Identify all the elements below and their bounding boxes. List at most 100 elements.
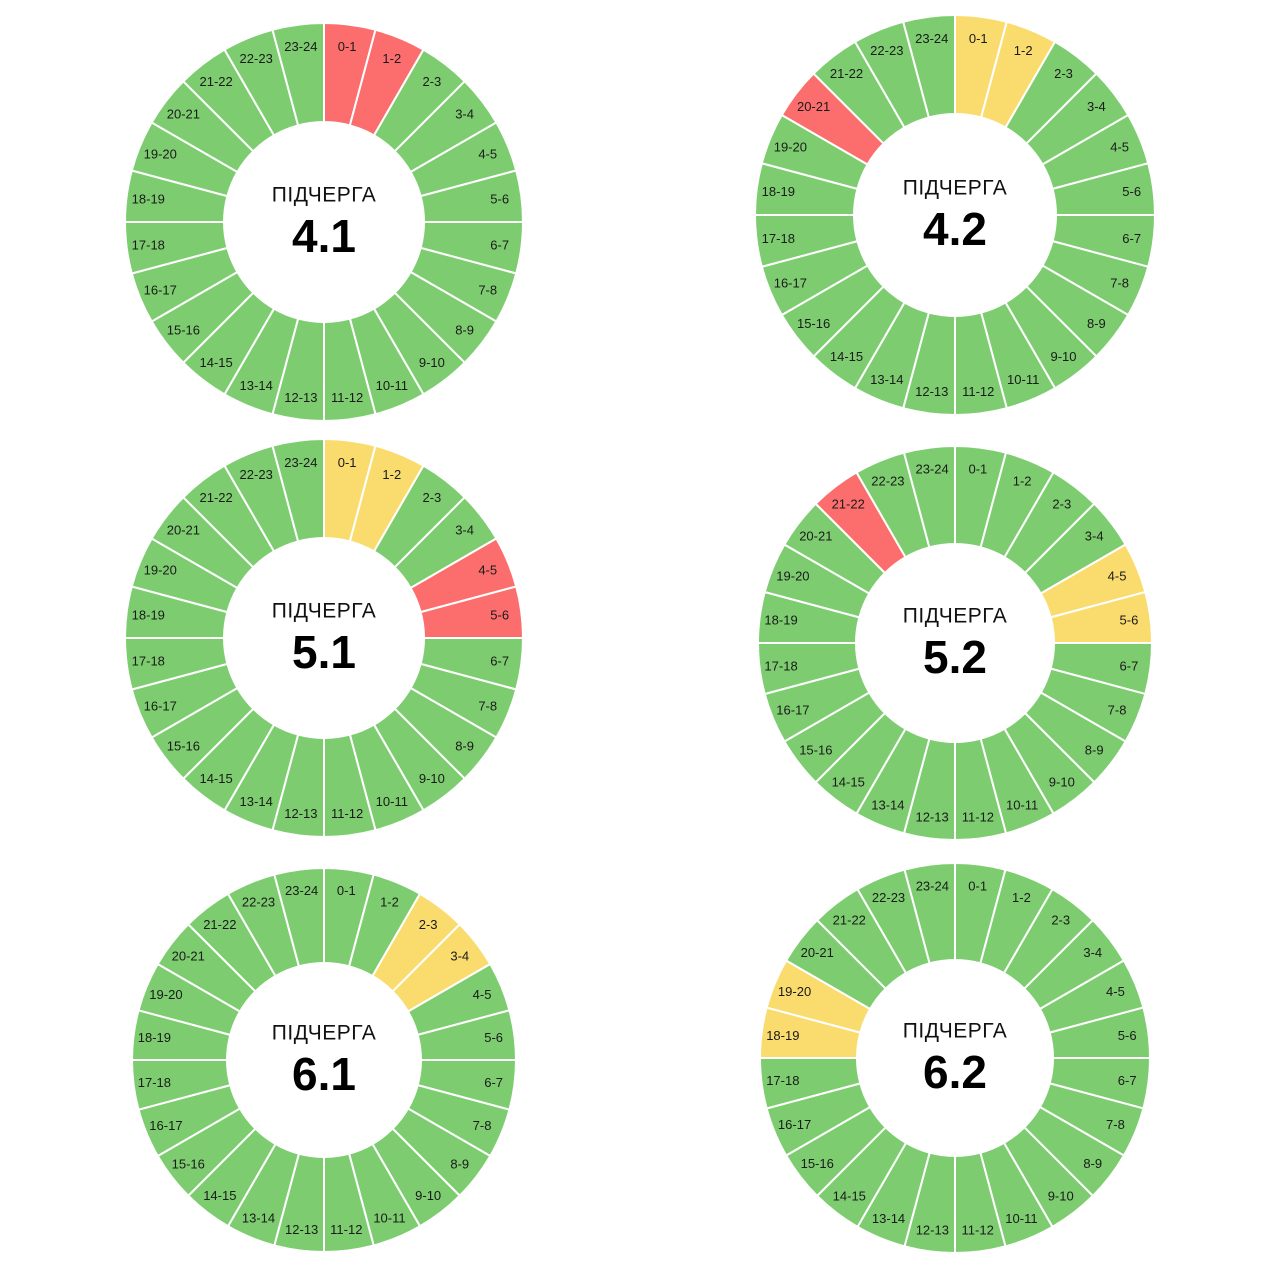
hour-label: 17-18 (132, 238, 165, 253)
hour-label: 6-7 (1118, 1073, 1137, 1088)
hour-label: 21-22 (830, 66, 863, 81)
hour-label: 0-1 (968, 878, 987, 893)
hour-label: 15-16 (797, 316, 830, 331)
center-caption: ПІДЧЕРГА (272, 1022, 376, 1045)
hour-label: 17-18 (762, 231, 795, 246)
hour-label: 9-10 (419, 355, 445, 370)
hour-label: 15-16 (172, 1157, 205, 1172)
hour-label: 4-5 (473, 987, 492, 1002)
hour-label: 10-11 (1007, 372, 1039, 387)
hour-label: 10-11 (1006, 798, 1038, 813)
hour-label: 18-19 (132, 191, 165, 206)
hour-label: 6-7 (490, 238, 509, 253)
hour-label: 19-20 (778, 984, 811, 999)
hour-label: 17-18 (138, 1075, 171, 1090)
hour-label: 7-8 (1110, 276, 1129, 291)
center-number: 6.1 (292, 1048, 356, 1100)
hour-label: 13-14 (872, 1211, 905, 1226)
hour-label: 23-24 (284, 39, 317, 54)
schedule-chart-6-2: 0-1 1-2 2-3 3-4 4-5 5-6 6-7 7-8 8-9 9-10 10-11 11-1… (758, 861, 1152, 1255)
hour-label: 2-3 (1052, 496, 1071, 511)
hour-label: 11-12 (962, 384, 994, 399)
hour-label: 3-4 (455, 523, 474, 538)
hour-label: 13-14 (240, 378, 273, 393)
hour-label: 2-3 (1054, 66, 1073, 81)
hour-label: 7-8 (1106, 1117, 1125, 1132)
hour-label: 13-14 (870, 372, 903, 387)
schedule-chart-5-2: 0-1 1-2 2-3 3-4 4-5 5-6 6-7 7-8 8-9 9-10 10-11 11-1… (756, 444, 1154, 842)
center-number: 4.2 (923, 203, 987, 255)
hour-label: 15-16 (167, 322, 200, 337)
hour-label: 8-9 (450, 1157, 469, 1172)
hour-segment (902, 13, 956, 119)
hour-label: 11-12 (331, 806, 363, 821)
hour-label: 23-24 (915, 462, 948, 477)
center-number: 5.2 (923, 631, 987, 683)
hour-label: 5-6 (1118, 1028, 1137, 1043)
center-number: 5.1 (292, 626, 356, 678)
hour-label: 1-2 (382, 51, 401, 66)
hour-label: 12-13 (915, 384, 948, 399)
hour-label: 8-9 (1083, 1156, 1102, 1171)
hour-label: 8-9 (455, 322, 474, 337)
hour-label: 12-13 (915, 809, 948, 824)
hour-label: 9-10 (1050, 349, 1076, 364)
hour-label: 21-22 (833, 913, 866, 928)
hour-label: 20-21 (167, 107, 200, 122)
hour-label: 20-21 (172, 948, 205, 963)
hour-label: 3-4 (1083, 945, 1102, 960)
hour-label: 5-6 (1120, 613, 1139, 628)
schedule-chart-4-1: 0-1 1-2 2-3 3-4 4-5 5-6 6-7 7-8 8-9 9-10 10-11 11-1… (123, 21, 525, 423)
hour-label: 2-3 (1051, 913, 1070, 928)
hour-label: 22-23 (240, 51, 273, 66)
hour-label: 19-20 (144, 147, 177, 162)
center-hole (858, 961, 1052, 1155)
hour-label: 16-17 (774, 276, 807, 291)
hour-label: 4-5 (478, 147, 497, 162)
hour-label: 1-2 (382, 467, 401, 482)
hour-label: 10-11 (376, 378, 408, 393)
hour-label: 0-1 (337, 883, 356, 898)
hour-label: 21-22 (203, 917, 236, 932)
hour-label: 0-1 (338, 455, 357, 470)
schedule-chart-6-1: 0-1 1-2 2-3 3-4 4-5 5-6 6-7 7-8 8-9 9-10 10-11 11-1… (130, 866, 518, 1254)
hour-label: 7-8 (478, 282, 497, 297)
hour-label: 1-2 (380, 894, 399, 909)
hour-label: 0-1 (969, 31, 988, 46)
center-caption: ПІДЧЕРГА (272, 600, 376, 623)
hour-label: 7-8 (473, 1118, 492, 1133)
schedule-chart-5-1: 0-1 1-2 2-3 3-4 4-5 5-6 6-7 7-8 8-9 9-10 10-11 11-1… (123, 437, 525, 839)
hour-label: 18-19 (132, 607, 165, 622)
hour-label: 16-17 (144, 282, 177, 297)
hour-label: 3-4 (1087, 99, 1106, 114)
hour-label: 14-15 (199, 355, 232, 370)
hour-label: 9-10 (419, 771, 445, 786)
hour-label: 20-21 (799, 529, 832, 544)
hour-label: 21-22 (832, 496, 865, 511)
hour-label: 3-4 (450, 948, 469, 963)
center-caption: ПІДЧЕРГА (903, 605, 1007, 628)
hour-label: 20-21 (797, 99, 830, 114)
hour-label: 12-13 (285, 1222, 318, 1237)
hour-label: 16-17 (144, 698, 177, 713)
hour-label: 10-11 (1005, 1211, 1037, 1226)
hour-label: 18-19 (762, 184, 795, 199)
hour-label: 18-19 (766, 1028, 799, 1043)
hour-label: 9-10 (1049, 775, 1075, 790)
hour-label: 13-14 (242, 1211, 275, 1226)
hour-label: 12-13 (284, 806, 317, 821)
hour-label: 23-24 (285, 883, 318, 898)
hour-label: 22-23 (872, 890, 905, 905)
hour-label: 14-15 (199, 771, 232, 786)
hour-label: 14-15 (830, 349, 863, 364)
hour-segment (903, 861, 956, 965)
hour-segment (271, 21, 325, 127)
hour-label: 21-22 (199, 74, 232, 89)
hour-label: 13-14 (871, 798, 904, 813)
center-number: 4.1 (292, 210, 356, 262)
hour-label: 20-21 (801, 945, 834, 960)
hour-label: 14-15 (833, 1188, 866, 1203)
hour-label: 11-12 (331, 390, 363, 405)
hour-label: 22-23 (870, 43, 903, 58)
hour-label: 19-20 (149, 987, 182, 1002)
